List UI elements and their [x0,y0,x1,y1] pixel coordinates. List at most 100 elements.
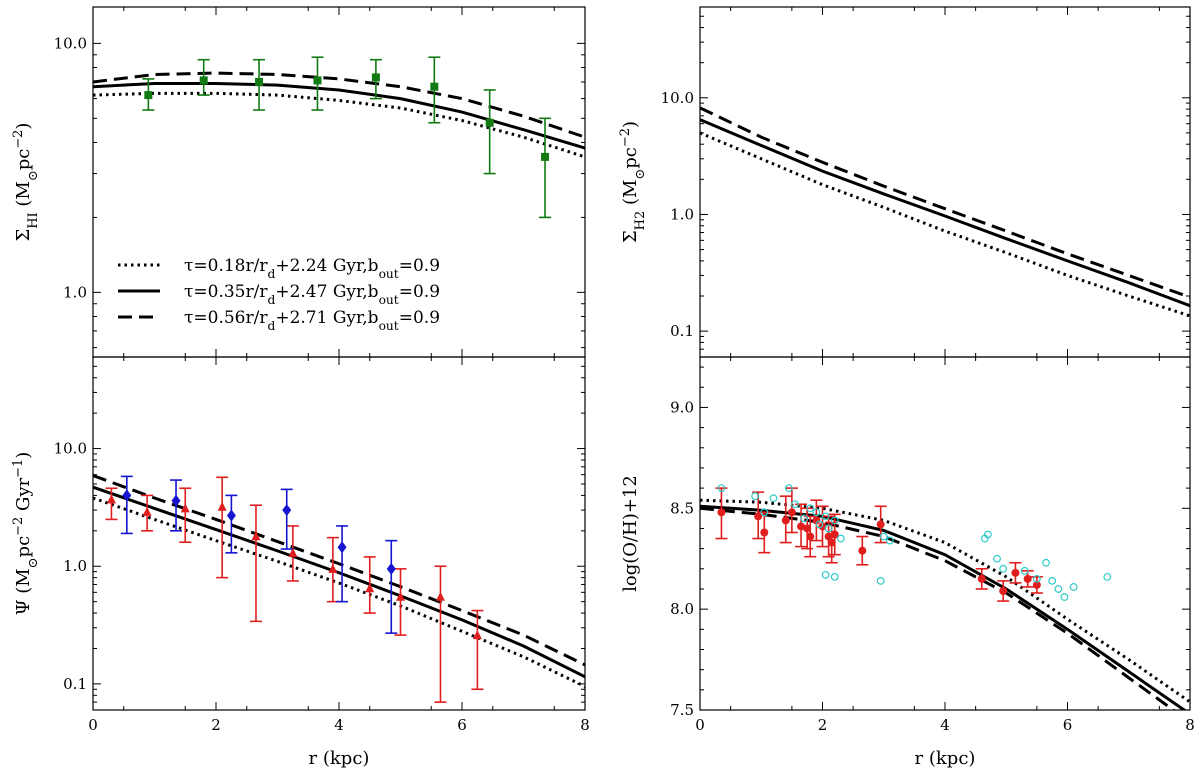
data-point [806,532,815,541]
data-point [1020,566,1029,575]
data-point [999,564,1008,573]
data-point [754,512,763,521]
data-point [365,583,375,593]
data-point [797,522,806,531]
y-axis-label: Ψ (M⊙pc−2 Gyr−1) [11,452,41,616]
y-tick-label: 9.0 [670,398,694,416]
data-point [821,570,830,579]
y-axis-label: ΣH2 (M⊙pc−2) [618,121,648,243]
x-tick-label: 8 [580,716,590,734]
data-point [171,494,181,507]
y-tick-label: 7.5 [670,701,694,719]
data-point [1069,583,1078,591]
x-tick-label: 8 [1185,716,1195,734]
data-point [977,574,986,583]
x-tick-label: 6 [1063,716,1073,734]
y-tick-label: 10.0 [54,440,87,458]
data-point [787,508,796,517]
model-curve-dotted [93,496,585,688]
data-point [255,77,264,86]
axes-frame [92,6,586,358]
axes-frame [699,6,1191,358]
data-point [337,541,347,554]
data-point [144,91,153,100]
data-point [760,528,769,537]
x-tick-label: 2 [818,716,828,734]
data-point [106,494,116,504]
data-point [830,530,839,539]
data-point [1048,577,1057,585]
data-point [435,591,445,601]
data-point [830,516,839,525]
y-tick-label: 10.0 [661,89,694,107]
x-tick-label: 2 [211,716,221,734]
data-point [1032,580,1041,589]
panel-star-formation-rate: 0.1 1.0 10.0 0 2 4 6 8 Ψ (M⊙pc−2 Gyr−1) r (kpc) [11,356,590,769]
data-point [217,501,227,511]
data-point [717,484,726,493]
data-point [122,489,132,502]
data-point [993,554,1001,563]
data-point [803,524,812,533]
data-point [288,547,298,557]
data-point [836,534,845,543]
data-point [371,73,380,82]
data-point [769,494,778,503]
data-point [1103,572,1112,581]
x-tick-label: 0 [695,716,705,734]
data-point [313,76,322,85]
data-point [485,118,494,127]
data-point [815,520,824,529]
data-point [876,577,885,585]
panel-hi-surface-density: 1.0 10.0 ΣHI (M⊙pc−2) [11,6,586,358]
data-point [1042,558,1050,567]
legend: τ=0.18r/rd+2.24 Gyr,bout=0.9τ=0.35r/rd+2… [118,256,440,333]
x-tick-label: 0 [88,716,98,734]
data-point [791,500,799,509]
y-axis-label: ΣHI (M⊙pc−2) [11,123,41,242]
model-curve-dotted [700,131,1190,318]
data-point [1032,574,1041,583]
data-point [824,524,833,533]
x-tick-label: 6 [457,716,467,734]
y-axis-label: log(O/H)+12 [620,475,641,592]
model-curve-solid [700,118,1190,308]
panel-h2-surface-density: 0.1 1.0 10.0 ΣH2 (M⊙pc−2) [618,6,1191,358]
data-point [824,532,833,541]
data-point [876,520,885,529]
data-point [472,630,482,640]
panel-oxygen-abundance: 7.5 8.0 8.5 9.0 0 2 4 6 8 log(O/H)+12 r (kpc) [620,356,1195,769]
data-point [199,76,208,85]
data-point [1023,574,1032,583]
data-point [879,532,888,541]
data-point [751,492,760,501]
x-axis-label: r (kpc) [915,748,976,769]
model-curve-solid [93,82,585,150]
y-tick-label: 1.0 [670,205,694,223]
legend-entry: τ=0.56r/rd+2.71 Gyr,bout=0.9 [184,308,440,333]
data-point [541,152,550,161]
data-point [386,562,396,575]
data-point [142,506,152,516]
data-point [812,508,821,517]
data-point [858,546,867,555]
model-curve-dashed [700,106,1190,299]
data-point [328,563,338,573]
y-tick-label: 8.0 [670,600,694,618]
data-point [282,504,292,517]
y-tick-label: 1.0 [63,557,87,575]
model-curve-solid [93,485,585,679]
y-tick-label: 8.5 [670,499,694,517]
data-point [760,508,769,517]
model-curve-dotted [700,498,1190,704]
y-tick-label: 10.0 [54,34,87,52]
data-point [717,508,726,517]
data-point [999,586,1008,595]
y-tick-label: 0.1 [63,675,87,693]
legend-entry: τ=0.35r/rd+2.47 Gyr,bout=0.9 [184,282,440,307]
data-point [396,591,405,601]
data-point [983,530,992,539]
data-point [830,572,839,581]
data-point [885,536,894,545]
